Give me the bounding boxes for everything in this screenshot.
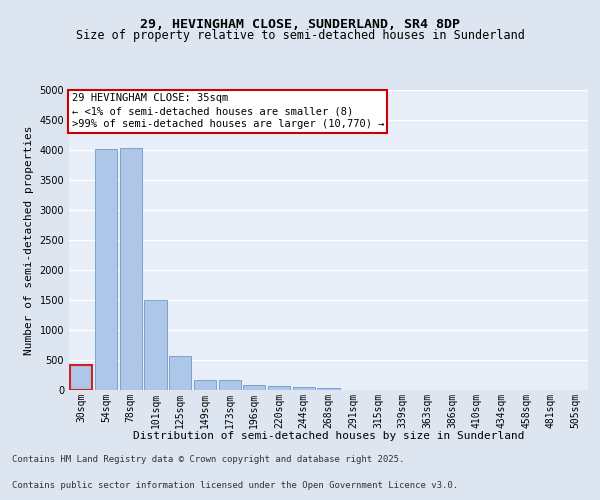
Bar xyxy=(119,148,142,390)
Text: Contains public sector information licensed under the Open Government Licence v3: Contains public sector information licen… xyxy=(12,481,458,490)
Text: 29 HEVINGHAM CLOSE: 35sqm
← <1% of semi-detached houses are smaller (8)
>99% of : 29 HEVINGHAM CLOSE: 35sqm ← <1% of semi-… xyxy=(71,93,384,130)
Bar xyxy=(95,149,117,390)
Bar xyxy=(70,365,92,390)
Bar xyxy=(317,388,340,390)
Bar xyxy=(145,300,167,390)
Bar xyxy=(293,386,315,390)
Text: Size of property relative to semi-detached houses in Sunderland: Size of property relative to semi-detach… xyxy=(76,29,524,42)
Text: Contains HM Land Registry data © Crown copyright and database right 2025.: Contains HM Land Registry data © Crown c… xyxy=(12,455,404,464)
Text: 29, HEVINGHAM CLOSE, SUNDERLAND, SR4 8DP: 29, HEVINGHAM CLOSE, SUNDERLAND, SR4 8DP xyxy=(140,18,460,30)
Y-axis label: Number of semi-detached properties: Number of semi-detached properties xyxy=(24,125,34,355)
Bar xyxy=(268,386,290,390)
Bar xyxy=(218,380,241,390)
X-axis label: Distribution of semi-detached houses by size in Sunderland: Distribution of semi-detached houses by … xyxy=(133,431,524,441)
Bar xyxy=(194,380,216,390)
Bar xyxy=(243,385,265,390)
Bar xyxy=(169,356,191,390)
